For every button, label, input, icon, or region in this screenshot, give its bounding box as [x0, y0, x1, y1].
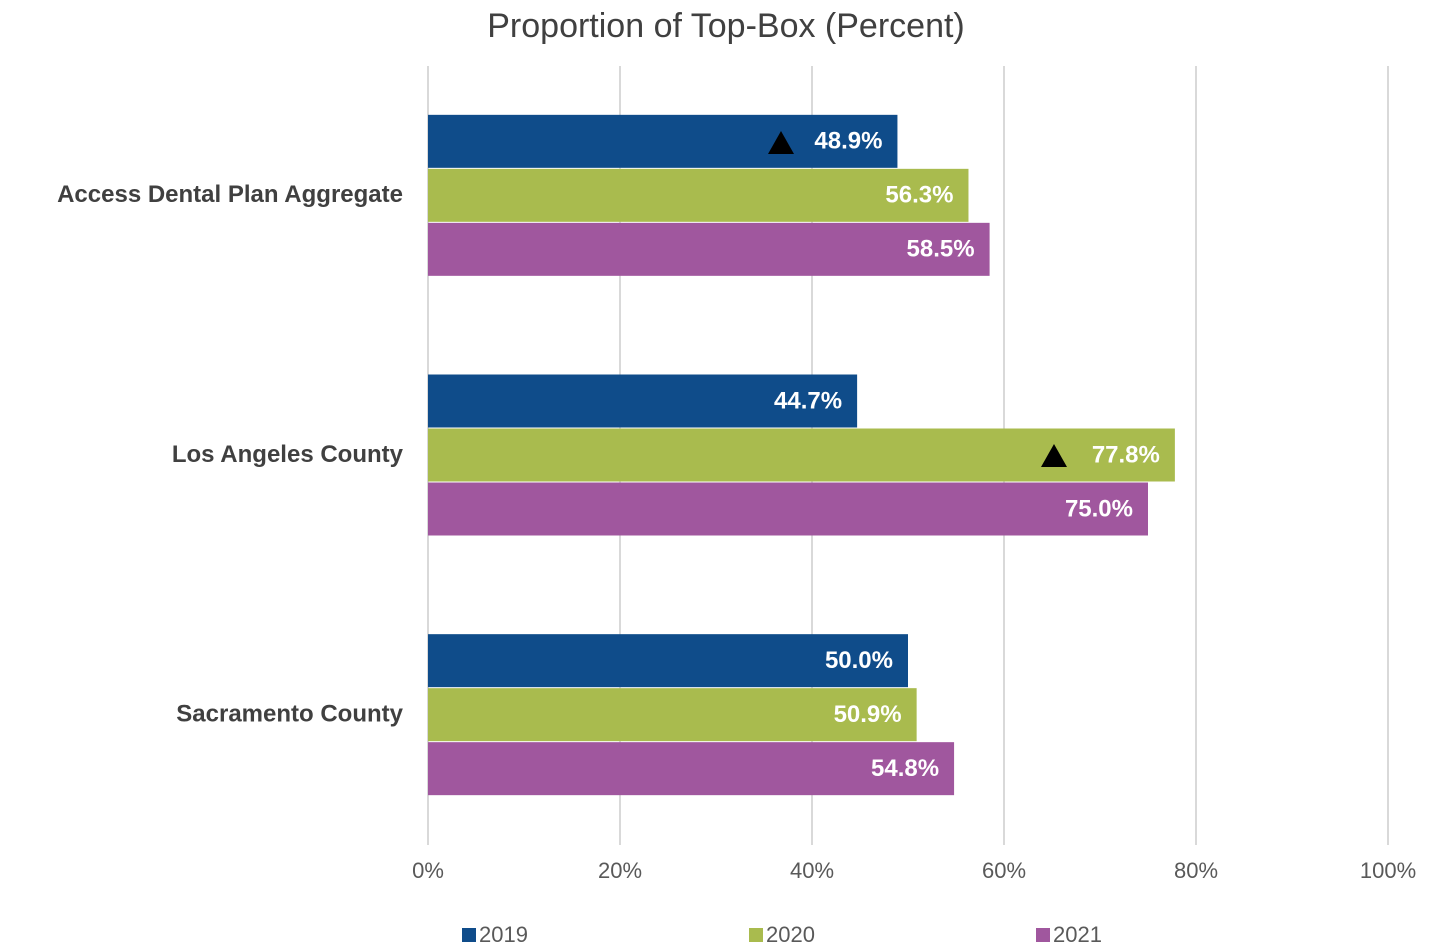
bar: [428, 374, 858, 428]
category-label: Los Angeles County: [172, 441, 404, 468]
bar: [428, 742, 955, 796]
x-tick-label: 0%: [412, 858, 444, 883]
x-tick-label: 20%: [598, 858, 642, 883]
bar: [428, 428, 1175, 482]
legend-label: 2019: [479, 922, 528, 947]
triangle-icon: [1041, 444, 1067, 467]
legend-swatch: [462, 928, 476, 942]
value-label: 50.0%: [825, 647, 893, 674]
value-label: 54.8%: [871, 755, 939, 782]
x-tick-label: 60%: [982, 858, 1026, 883]
x-tick-label: 100%: [1360, 858, 1416, 883]
legend-swatch: [749, 928, 763, 942]
triangle-icon: [768, 131, 794, 154]
value-label: 75.0%: [1065, 495, 1133, 522]
value-label: 56.3%: [885, 182, 953, 209]
value-label: 50.9%: [834, 701, 902, 728]
bars: [428, 114, 1175, 796]
legend-label: 2021: [1053, 922, 1102, 947]
value-label: 48.9%: [814, 128, 882, 155]
legend-label: 2020: [766, 922, 815, 947]
category-label: Access Dental Plan Aggregate: [57, 181, 403, 208]
value-label: 58.5%: [907, 236, 975, 263]
bar: [428, 482, 1148, 536]
bar: [428, 634, 908, 688]
bar: [428, 168, 969, 222]
bar: [428, 114, 898, 168]
x-tick-label: 80%: [1174, 858, 1218, 883]
value-label: 44.7%: [774, 387, 842, 414]
chart-title: Proportion of Top-Box (Percent): [487, 7, 965, 45]
value-label: 77.8%: [1092, 441, 1160, 468]
x-tick-label: 40%: [790, 858, 834, 883]
bar: [428, 688, 917, 742]
bar: [428, 222, 990, 276]
category-label: Sacramento County: [176, 701, 403, 728]
legend-swatch: [1036, 928, 1050, 942]
